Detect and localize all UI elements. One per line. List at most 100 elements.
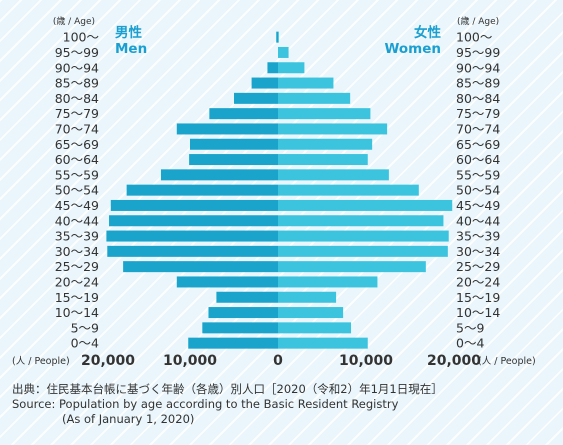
- men-bar: [276, 31, 278, 43]
- age-label-right: 75～79: [456, 106, 500, 121]
- age-label-left: 20～24: [55, 274, 99, 289]
- women-bar: [278, 62, 305, 74]
- age-label-left: 15～19: [55, 290, 99, 305]
- women-bar: [278, 322, 352, 334]
- age-label-right: 20～24: [456, 274, 500, 289]
- women-bar: [278, 276, 378, 288]
- age-label-left: 50～54: [55, 183, 99, 198]
- women-bar: [278, 154, 368, 166]
- men-bar: [209, 108, 278, 120]
- age-label-right: 55～59: [456, 167, 500, 182]
- women-bar: [278, 184, 419, 196]
- age-label-left: 10～14: [55, 305, 99, 320]
- men-bar: [189, 154, 278, 166]
- source-line-ja: 出典：住民基本台帳に基づく年齢（各歳）別人口［2020（令和2）年1月1日現在］: [12, 382, 443, 396]
- age-label-right: 60～64: [456, 152, 500, 167]
- men-bar: [106, 230, 279, 242]
- women-bar: [278, 215, 444, 227]
- age-label-right: 100～: [456, 30, 492, 45]
- age-label-right: 35～39: [456, 229, 500, 244]
- source-line-en: Source: Population by age according to t…: [12, 397, 399, 411]
- age-label-right: 85～89: [456, 76, 500, 91]
- women-bar: [278, 230, 449, 242]
- age-label-left: 95～99: [55, 45, 99, 60]
- age-label-left: 100～: [63, 30, 99, 45]
- men-bar: [123, 261, 279, 273]
- age-label-left: 30～34: [55, 244, 99, 259]
- age-label-right: 90～94: [456, 60, 500, 75]
- men-bar: [107, 245, 278, 257]
- age-label-left: 25～29: [55, 259, 99, 274]
- women-bar: [278, 245, 448, 257]
- women-bar: [278, 337, 368, 349]
- age-label-right: 15～19: [456, 290, 500, 305]
- men-bar: [234, 92, 278, 104]
- age-unit-label-right: (歳 / Age): [457, 15, 499, 27]
- age-label-right: 30～34: [456, 244, 500, 259]
- women-bar: [278, 108, 371, 120]
- women-bar: [278, 92, 351, 104]
- men-bar: [176, 123, 278, 135]
- men-label-en: Men: [115, 41, 147, 57]
- age-label-right: 10～14: [456, 305, 500, 320]
- x-tick-label: 20,000: [427, 353, 481, 369]
- women-label-en: Women: [384, 41, 441, 57]
- age-label-right: 45～49: [456, 198, 500, 213]
- age-label-right: 25～29: [456, 259, 500, 274]
- men-bar: [188, 337, 278, 349]
- men-bar: [160, 169, 278, 181]
- age-label-left: 60～64: [55, 152, 99, 167]
- men-bar: [267, 62, 278, 74]
- age-label-left: 35～39: [55, 229, 99, 244]
- age-label-right: 50～54: [456, 183, 500, 198]
- men-bars: [106, 31, 279, 349]
- women-bar: [278, 261, 426, 273]
- women-bar: [278, 169, 389, 181]
- age-label-right: 70～74: [456, 121, 500, 136]
- age-label-left: 5～9: [71, 320, 99, 335]
- men-bar: [126, 184, 278, 196]
- x-axis-ticks: 20,000 10,000 0 10,000 20,000: [81, 353, 481, 369]
- age-label-left: 70～74: [55, 121, 99, 136]
- x-tick-label: 10,000: [339, 353, 393, 369]
- men-bar: [202, 322, 278, 334]
- x-tick-label: 20,000: [81, 353, 135, 369]
- x-tick-label: 0: [273, 353, 283, 369]
- women-label-ja: 女性: [414, 24, 441, 41]
- men-bar: [176, 276, 278, 288]
- age-label-left: 0～4: [71, 336, 99, 351]
- women-bar: [278, 123, 388, 135]
- x-tick-label: 10,000: [163, 353, 217, 369]
- men-bar: [190, 138, 278, 150]
- age-label-left: 45～49: [55, 198, 99, 213]
- men-bar: [109, 215, 278, 227]
- women-bar: [278, 46, 289, 58]
- men-label-ja: 男性: [115, 24, 142, 41]
- women-bars: [278, 31, 453, 349]
- age-label-left: 65～69: [55, 137, 99, 152]
- women-bar: [278, 199, 453, 211]
- age-label-left: 80～84: [55, 91, 99, 106]
- age-label-left: 75～79: [55, 106, 99, 121]
- age-labels-right: 100～95～9990～9485～8980～8475～7970～7465～696…: [456, 30, 500, 351]
- men-bar: [110, 199, 278, 211]
- age-label-left: 40～44: [55, 213, 99, 228]
- source-note: 出典：住民基本台帳に基づく年齢（各歳）別人口［2020（令和2）年1月1日現在］…: [12, 382, 557, 427]
- age-label-right: 65～69: [456, 137, 500, 152]
- women-bar: [278, 77, 334, 89]
- age-labels-left: 100～95～9990～9485～8980～8475～7970～7465～696…: [55, 30, 99, 351]
- men-bar: [216, 291, 278, 303]
- age-label-right: 5～9: [456, 320, 484, 335]
- women-bar: [278, 31, 279, 43]
- age-unit-label-left: (歳 / Age): [53, 15, 95, 27]
- source-line-date: (As of January 1, 2020): [62, 412, 195, 426]
- people-unit-label-right: (人 / People): [478, 356, 536, 367]
- people-unit-label-left: (人 / People): [12, 356, 70, 367]
- age-label-left: 90～94: [55, 60, 99, 75]
- men-bar: [251, 77, 278, 89]
- age-label-left: 85～89: [55, 76, 99, 91]
- age-label-left: 55～59: [55, 167, 99, 182]
- women-bar: [278, 307, 344, 319]
- women-bar: [278, 138, 373, 150]
- population-pyramid-chart: (歳 / Age) (歳 / Age) 男性 Men 女性 Women 100～…: [12, 15, 536, 369]
